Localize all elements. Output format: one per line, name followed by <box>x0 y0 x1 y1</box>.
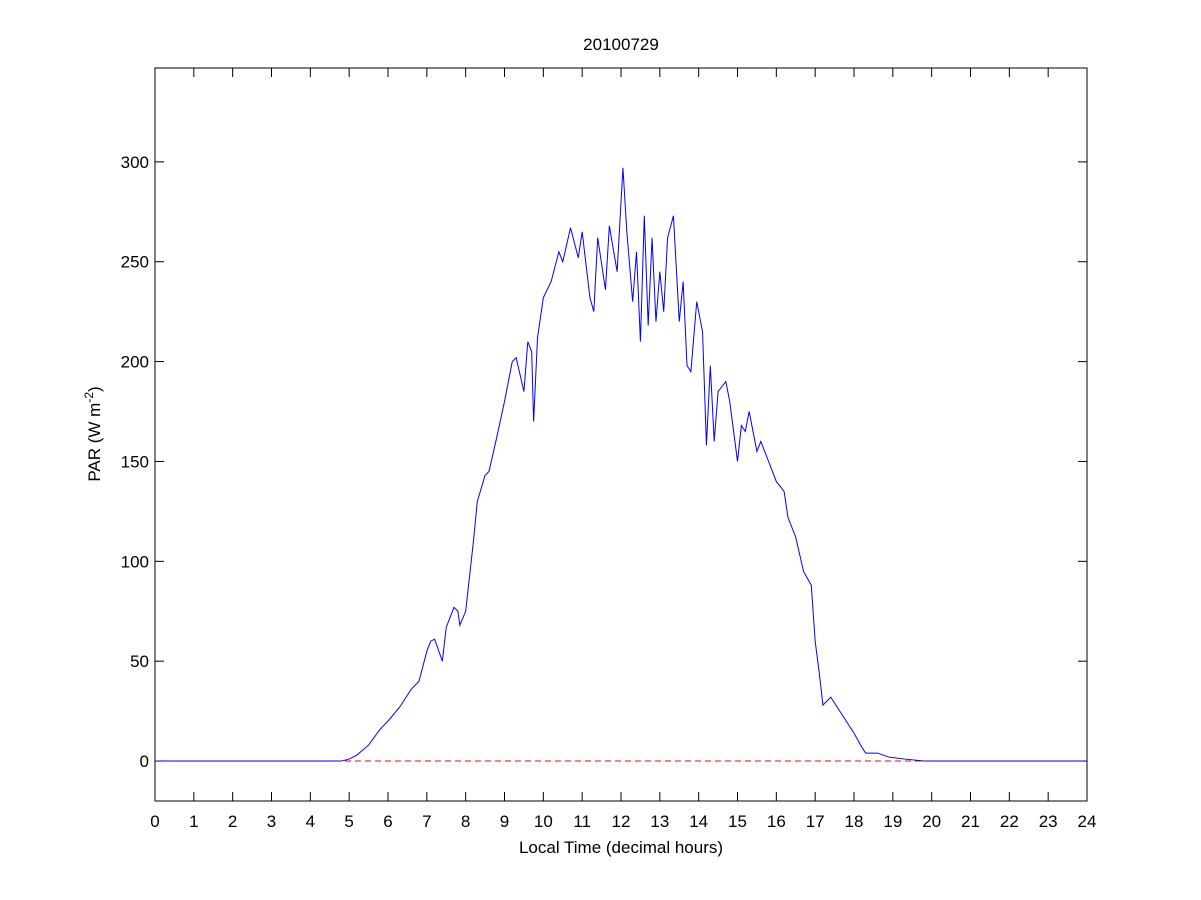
x-tick-label: 6 <box>383 812 392 831</box>
x-tick-label: 21 <box>961 812 980 831</box>
x-tick-label: 24 <box>1078 812 1097 831</box>
x-tick-label: 18 <box>845 812 864 831</box>
x-tick-label: 1 <box>189 812 198 831</box>
x-tick-label: 0 <box>150 812 159 831</box>
y-label-end: ) <box>85 386 104 392</box>
x-tick-label: 13 <box>650 812 669 831</box>
x-tick-label: 17 <box>806 812 825 831</box>
x-tick-label: 9 <box>500 812 509 831</box>
x-tick-label: 2 <box>228 812 237 831</box>
x-tick-label: 23 <box>1039 812 1058 831</box>
y-tick-label: 0 <box>140 752 149 771</box>
x-tick-label: 14 <box>689 812 708 831</box>
x-tick-label: 15 <box>728 812 747 831</box>
y-tick-label: 100 <box>121 552 149 571</box>
x-tick-label: 3 <box>267 812 276 831</box>
y-tick-label: 300 <box>121 153 149 172</box>
x-tick-label: 8 <box>461 812 470 831</box>
y-tick-label: 50 <box>130 652 149 671</box>
data-line <box>155 167 1087 762</box>
y-tick-label: 250 <box>121 253 149 272</box>
x-tick-label: 11 <box>573 812 591 831</box>
chart-title: 20100729 <box>583 35 659 54</box>
x-tick-label: 20 <box>922 812 941 831</box>
y-label-sup: -2 <box>82 392 96 403</box>
x-tick-label: 5 <box>344 812 353 831</box>
y-tick-label: 150 <box>121 452 149 471</box>
y-label-main: PAR (W m <box>85 403 104 482</box>
x-tick-label: 7 <box>422 812 431 831</box>
x-tick-label: 10 <box>534 812 553 831</box>
x-tick-label: 22 <box>1000 812 1019 831</box>
x-tick-label: 16 <box>767 812 786 831</box>
x-tick-label: 19 <box>883 812 902 831</box>
x-tick-label: 12 <box>612 812 631 831</box>
y-tick-label: 200 <box>121 353 149 372</box>
x-tick-label: 4 <box>306 812 315 831</box>
x-axis-label: Local Time (decimal hours) <box>519 838 723 857</box>
y-axis-label: PAR (W m-2) <box>82 386 104 481</box>
